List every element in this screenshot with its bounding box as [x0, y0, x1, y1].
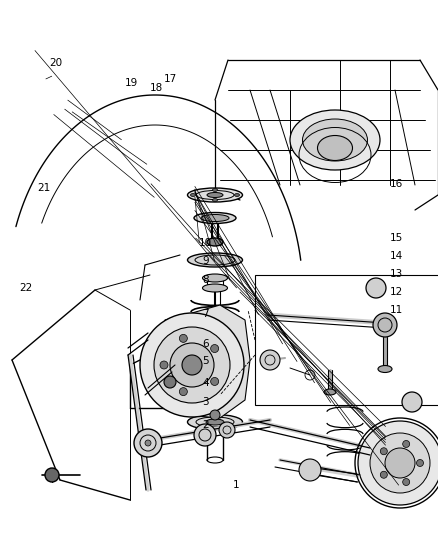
- Circle shape: [210, 410, 220, 420]
- Circle shape: [194, 424, 216, 446]
- Ellipse shape: [201, 214, 229, 222]
- Text: 13: 13: [390, 270, 403, 279]
- Text: 16: 16: [390, 179, 403, 189]
- Circle shape: [154, 327, 230, 403]
- Ellipse shape: [187, 415, 243, 430]
- Ellipse shape: [202, 284, 227, 292]
- Ellipse shape: [190, 372, 240, 384]
- Ellipse shape: [290, 110, 380, 170]
- Text: 19: 19: [125, 78, 138, 87]
- Ellipse shape: [303, 119, 367, 161]
- Circle shape: [385, 448, 415, 478]
- Text: 21: 21: [37, 183, 50, 192]
- Circle shape: [403, 479, 410, 486]
- Circle shape: [182, 355, 202, 375]
- Circle shape: [380, 471, 387, 478]
- Ellipse shape: [212, 198, 218, 201]
- Text: 9: 9: [202, 256, 209, 266]
- Text: 20: 20: [49, 58, 63, 68]
- Circle shape: [402, 392, 422, 412]
- Ellipse shape: [191, 193, 195, 197]
- Ellipse shape: [207, 238, 223, 246]
- Bar: [255, 275, 438, 405]
- Text: 2: 2: [202, 421, 209, 430]
- Circle shape: [299, 459, 321, 481]
- Text: 1: 1: [232, 480, 239, 490]
- Circle shape: [145, 440, 151, 446]
- Circle shape: [170, 343, 214, 387]
- Text: 12: 12: [390, 287, 403, 297]
- Circle shape: [140, 313, 244, 417]
- Circle shape: [211, 377, 219, 385]
- Text: 15: 15: [390, 233, 403, 243]
- Circle shape: [403, 440, 410, 448]
- Ellipse shape: [187, 188, 243, 202]
- Circle shape: [134, 429, 162, 457]
- Ellipse shape: [187, 253, 243, 267]
- Text: 8: 8: [202, 275, 209, 285]
- Circle shape: [45, 468, 59, 482]
- Circle shape: [179, 334, 187, 342]
- Ellipse shape: [204, 384, 226, 392]
- Ellipse shape: [324, 389, 336, 395]
- Circle shape: [373, 313, 397, 337]
- Text: 4: 4: [202, 378, 209, 387]
- Text: 11: 11: [390, 305, 403, 315]
- Ellipse shape: [378, 366, 392, 373]
- Circle shape: [417, 459, 424, 466]
- Text: 7: 7: [202, 310, 209, 319]
- Text: 6: 6: [202, 339, 209, 349]
- Ellipse shape: [202, 403, 228, 413]
- Text: 22: 22: [19, 283, 32, 293]
- Ellipse shape: [318, 135, 353, 160]
- Circle shape: [260, 350, 280, 370]
- Ellipse shape: [194, 213, 236, 223]
- Ellipse shape: [202, 274, 227, 282]
- Circle shape: [366, 278, 386, 298]
- Ellipse shape: [206, 419, 224, 425]
- Circle shape: [380, 448, 387, 455]
- Text: 10: 10: [199, 238, 212, 247]
- Ellipse shape: [234, 193, 240, 197]
- Text: 18: 18: [150, 83, 163, 93]
- Circle shape: [164, 376, 176, 388]
- Text: 14: 14: [390, 251, 403, 261]
- Text: 17: 17: [163, 74, 177, 84]
- Text: 5: 5: [202, 357, 209, 366]
- Circle shape: [219, 422, 235, 438]
- Ellipse shape: [212, 189, 218, 191]
- Circle shape: [160, 361, 168, 369]
- Circle shape: [370, 433, 430, 493]
- Polygon shape: [158, 305, 250, 418]
- Circle shape: [179, 387, 187, 395]
- Ellipse shape: [207, 192, 223, 198]
- Circle shape: [211, 344, 219, 352]
- Circle shape: [358, 421, 438, 505]
- Text: 3: 3: [202, 398, 209, 407]
